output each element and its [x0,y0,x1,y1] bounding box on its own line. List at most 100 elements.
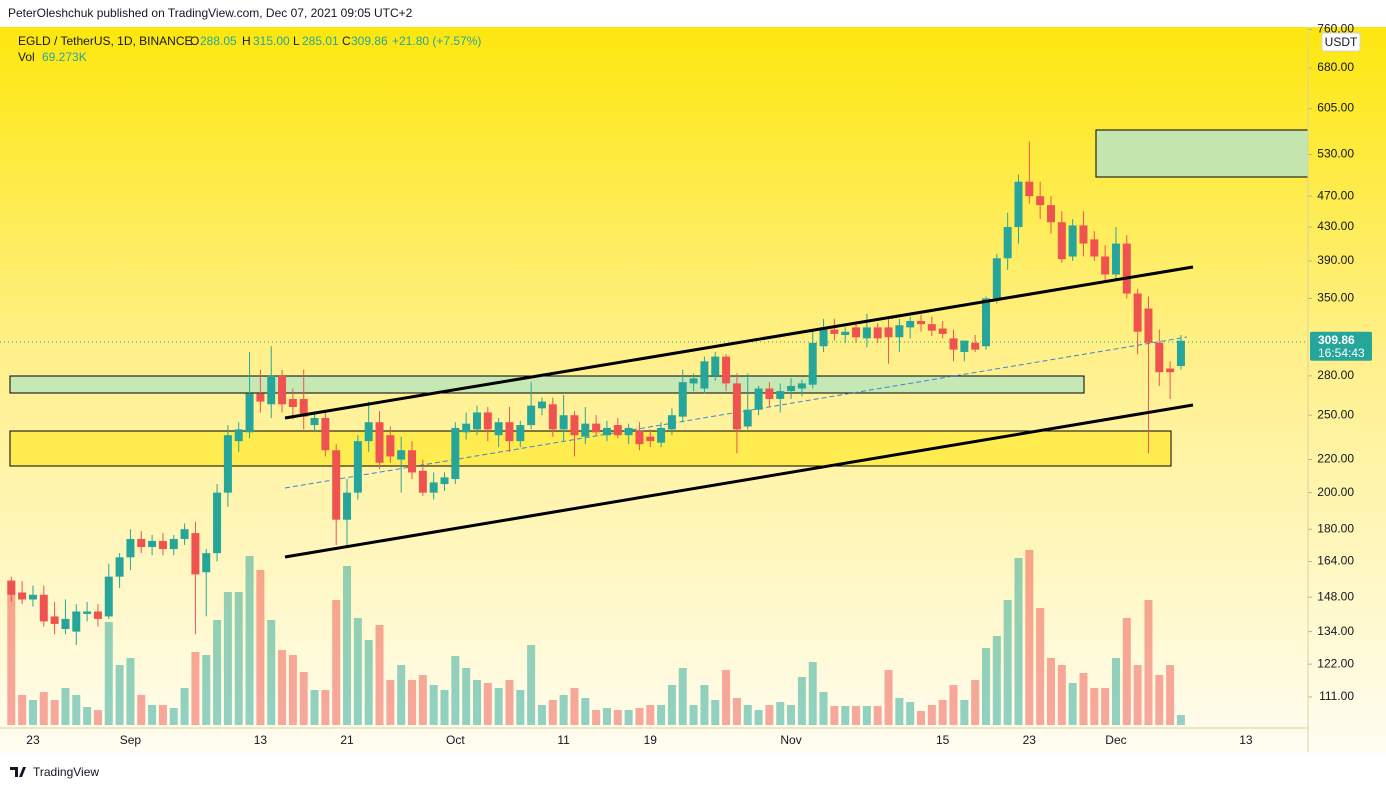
volume-bar [321,690,330,725]
symbol: EGLD / TetherUS, 1D, BINANCE [18,34,193,48]
x-tick-label: 13 [254,733,268,747]
volume-bar [223,592,232,725]
volume-bar [1101,688,1110,725]
volume-bar [917,711,926,725]
candle-body [1155,342,1164,373]
volume-label: Vol [18,50,35,64]
candle-body [819,329,828,347]
candle-body [223,435,232,493]
y-tick-label: 430.00 [1317,219,1354,233]
y-tick-label: 220.00 [1317,452,1354,466]
volume-bar [332,600,341,725]
volume-bar [1025,550,1034,725]
candle-body [960,340,969,352]
change: +21.80 (+7.57%) [392,34,481,48]
channel [284,265,1194,559]
candle-body [797,383,806,389]
candle-body [1133,293,1142,332]
candle-body [624,427,633,436]
candle-body [678,382,687,417]
candle-body [635,430,644,445]
ohlc-value: 315.00 [253,34,290,48]
candle-body [516,425,525,442]
candle-body [852,327,861,338]
volume-bar [548,700,557,725]
candle-body [873,327,882,339]
last-price-box [1310,331,1372,361]
candle-body [202,553,211,573]
candle-body [408,450,417,473]
legend: EGLD / TetherUS, 1D, BINANCE O 288.05 H … [18,34,481,64]
x-tick-label: 23 [26,733,40,747]
candle-body [213,492,222,554]
currency-box [1321,32,1361,52]
volume-bar [1090,688,1099,725]
candle-body [830,329,839,334]
volume-bar [310,690,319,725]
candle-body [776,391,785,399]
candle-body [18,592,27,600]
candle-body [992,258,1001,299]
candle-body [1057,222,1066,260]
candle-body [386,435,395,457]
volume-bar [1176,715,1185,725]
ohlc-label: L [293,34,300,48]
volume-bar [657,705,666,725]
candle-body [505,422,514,442]
candle-body [765,388,774,399]
volume-bar [28,700,37,725]
volume-bar [191,652,200,725]
volume-bar [126,658,135,725]
candle-body [1068,225,1077,257]
zone [9,430,1172,467]
candle-body [158,540,167,550]
volume-bar [61,688,70,725]
candle-body [667,415,676,430]
volume-bar [776,702,785,725]
candle-body [278,375,287,405]
volume-bar [39,692,48,725]
volume-bar [1068,683,1077,725]
volume-bar [288,655,297,725]
candle-body [180,529,189,539]
candle-body [256,393,265,402]
channel-line [284,265,1194,420]
volume-bar [884,670,893,725]
candle-body [1046,205,1055,223]
candle-body [104,576,113,617]
volume-bar [700,685,709,725]
y-tick-label: 530.00 [1317,147,1354,161]
candle-body [559,415,568,430]
volume-bar [148,705,157,725]
volume-bar [992,636,1001,725]
volume-bar [667,685,676,725]
volume-bar [592,710,601,725]
candle-body [61,618,70,630]
volume-bar [711,700,720,725]
x-tick-label: 15 [936,733,950,747]
candle-body [602,427,611,436]
volume-bar [765,705,774,725]
candle-body [743,409,752,427]
candle-body [700,361,709,389]
volume-value: 69.273K [42,50,87,64]
candle-body [321,418,330,451]
candle-body [1014,181,1023,228]
candle-body [191,533,200,575]
candle-body [938,328,947,334]
x-tick-label: 13 [1239,733,1253,747]
candle-body [1036,196,1045,206]
candle-body [895,325,904,338]
volume-bar [559,695,568,725]
volume-bar [1122,618,1131,725]
volume-bar [895,698,904,725]
volume-bar [18,695,27,725]
candle-body [353,441,362,493]
volume-bar [1155,675,1164,725]
volume-bar [483,683,492,725]
volume-bar [386,680,395,725]
x-tick-label: Sep [120,733,142,747]
candle-body [732,383,741,430]
ohlc-value: 288.05 [200,34,237,48]
volume-bar [570,688,579,725]
